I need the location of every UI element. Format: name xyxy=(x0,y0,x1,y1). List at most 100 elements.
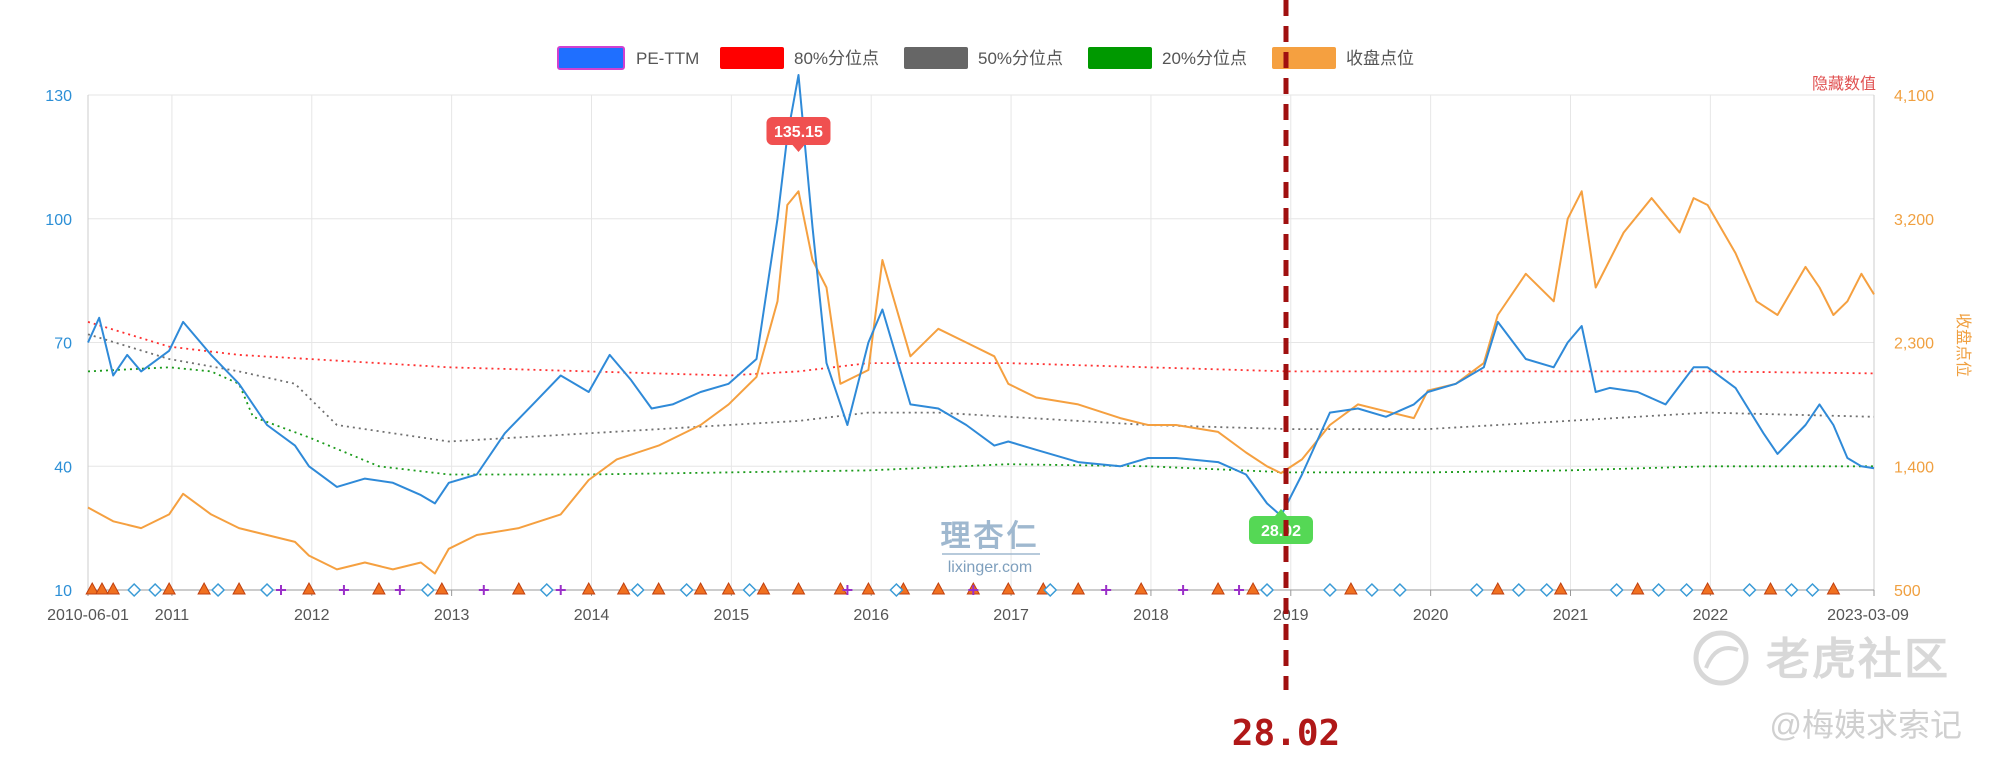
triangle-marker-icon xyxy=(1001,581,1016,595)
triangle-marker-icon xyxy=(581,581,596,595)
diamond-marker-icon xyxy=(1469,582,1484,598)
triangle-marker-icon xyxy=(1630,581,1645,595)
x-tick-label: 2013 xyxy=(434,607,470,624)
diamond-marker-icon xyxy=(1322,582,1338,598)
annotations: 135.15 28.02 xyxy=(766,117,1313,544)
y-right-tick-label: 4,100 xyxy=(1894,88,1934,105)
diamond-marker-icon xyxy=(539,582,554,598)
legend-label-p20: 20%分位点 xyxy=(1162,49,1247,68)
plus-marker-icon xyxy=(478,585,489,595)
x-tick-label: 2018 xyxy=(1133,607,1169,624)
y-right-tick-label: 1,400 xyxy=(1894,459,1934,476)
y-left-tick-label: 70 xyxy=(54,336,72,353)
triangle-marker-icon xyxy=(95,581,109,595)
triangle-marker-icon xyxy=(1826,581,1841,595)
triangle-marker-icon xyxy=(511,581,526,595)
x-tick-label: 2017 xyxy=(993,607,1029,624)
triangle-marker-icon xyxy=(1134,581,1148,595)
close-price-line xyxy=(87,190,1875,575)
x-tick-label: 2015 xyxy=(714,607,750,624)
legend-item-close[interactable]: 收盘点位 xyxy=(1272,47,1414,69)
x-tick-label: 2010-06-01 xyxy=(47,607,129,624)
diamond-marker-icon xyxy=(742,582,757,598)
community-watermark: 老虎社区 @梅姨求索记 xyxy=(1693,630,1962,743)
diamond-marker-icon xyxy=(259,582,275,598)
axes: 130 4,100 100 3,200 70 2,300 40 1,400 10 500 2010-… xyxy=(45,88,1973,624)
legend-item-pe-ttm[interactable]: PE-TTM xyxy=(557,46,699,70)
triangle-marker-icon xyxy=(162,581,176,595)
cursor-value: 28.02 xyxy=(1232,713,1340,754)
y-right-tick-label: 2,300 xyxy=(1894,336,1934,353)
plus-marker-icon xyxy=(842,585,853,595)
x-tick-label: 2023-03-09 xyxy=(1827,607,1909,624)
triangle-marker-icon xyxy=(1490,581,1505,595)
triangle-marker-icon xyxy=(791,581,806,595)
y-right-axis-title: 收盘点位 xyxy=(1954,313,1973,377)
plus-marker-icon xyxy=(1234,585,1245,595)
badge-pointer-icon xyxy=(1274,509,1287,516)
value-badge-text: 135.15 xyxy=(774,124,823,141)
triangle-marker-icon xyxy=(721,581,736,595)
diamond-marker-icon xyxy=(1511,582,1526,598)
y-left-tick-label: 10 xyxy=(54,583,72,600)
value-badge xyxy=(1248,516,1313,544)
diamond-marker-icon xyxy=(1679,582,1694,598)
series xyxy=(87,74,1875,575)
x-tick-label: 2022 xyxy=(1693,607,1729,624)
plus-marker-icon xyxy=(968,585,979,595)
x-tick-label: 2020 xyxy=(1413,607,1449,624)
diamond-marker-icon xyxy=(1392,582,1407,598)
triangle-marker-icon xyxy=(651,581,666,595)
triangle-marker-icon xyxy=(616,581,631,595)
lixinger-watermark-cn: 理杏仁 xyxy=(941,520,1040,553)
triangle-marker-icon xyxy=(693,581,708,595)
pe-ttm-line xyxy=(87,74,1875,517)
diamond-marker-icon xyxy=(148,582,163,598)
event-markers xyxy=(85,581,1841,598)
legend-item-p50[interactable]: 50%分位点 xyxy=(904,47,1063,69)
value-badge-text: 28.02 xyxy=(1261,523,1301,540)
y-left-tick-label: 130 xyxy=(45,88,72,105)
x-tick-label: 2016 xyxy=(853,607,889,624)
diamond-marker-icon xyxy=(127,582,142,598)
triangle-marker-icon xyxy=(1344,581,1358,595)
y-right-tick-label: 500 xyxy=(1894,583,1921,600)
triangle-marker-icon xyxy=(861,581,876,595)
value-badge xyxy=(766,117,831,145)
diamond-marker-icon xyxy=(889,582,904,598)
p80-line xyxy=(87,321,1875,377)
diamond-marker-icon xyxy=(1259,582,1275,598)
community-brand: 老虎社区 xyxy=(1766,635,1950,684)
legend-item-p80[interactable]: 80%分位点 xyxy=(720,47,879,69)
legend-label-pe-ttm: PE-TTM xyxy=(636,49,699,68)
triangle-marker-icon xyxy=(372,581,386,595)
plus-marker-icon xyxy=(394,585,405,595)
legend-label-p50: 50%分位点 xyxy=(978,49,1063,68)
triangle-marker-icon xyxy=(232,581,246,595)
hidden-values-toggle[interactable]: 隐藏数值 xyxy=(1812,75,1876,93)
y-left-tick-label: 100 xyxy=(45,212,72,229)
diamond-marker-icon xyxy=(1539,582,1554,598)
diamond-marker-icon xyxy=(1784,582,1799,598)
legend-item-p20[interactable]: 20%分位点 xyxy=(1088,47,1247,69)
plus-marker-icon xyxy=(338,585,349,595)
triangle-marker-icon xyxy=(1700,581,1715,595)
triangle-marker-icon xyxy=(1553,581,1568,595)
x-tick-label: 2011 xyxy=(155,607,190,624)
diamond-marker-icon xyxy=(1742,582,1757,598)
plus-marker-icon xyxy=(555,585,566,595)
diamond-marker-icon xyxy=(1609,582,1624,598)
cursor: 28.02 xyxy=(1232,0,1340,754)
triangle-marker-icon xyxy=(1246,581,1260,595)
triangle-marker-icon xyxy=(106,581,121,595)
triangle-marker-icon xyxy=(435,581,449,595)
grid xyxy=(87,94,1875,591)
triangle-marker-icon xyxy=(302,581,316,595)
y-right-tick-label: 3,200 xyxy=(1894,212,1934,229)
x-tick-label: 2019 xyxy=(1273,607,1309,624)
diamond-marker-icon xyxy=(679,582,694,598)
triangle-marker-icon xyxy=(85,581,100,595)
x-tick-label: 2014 xyxy=(574,607,610,624)
triangle-marker-icon xyxy=(197,581,211,595)
triangle-marker-icon xyxy=(931,581,946,595)
